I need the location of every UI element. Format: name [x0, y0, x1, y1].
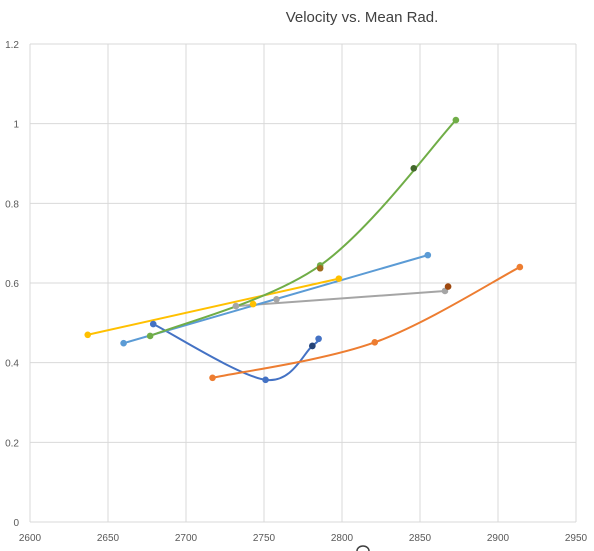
y-tick-label: 0.4: [5, 359, 19, 370]
data-point: [335, 275, 343, 282]
data-point: [452, 116, 460, 124]
series-line-4: [86, 277, 340, 336]
x-tick-label: 2750: [253, 533, 276, 544]
x-tick-label: 2900: [487, 533, 510, 544]
grid: [29, 43, 577, 523]
data-point: [209, 374, 216, 382]
x-tick-label: 2850: [409, 533, 432, 544]
data-point: [232, 302, 240, 310]
y-tick-label: 1.2: [5, 40, 19, 51]
y-tick-label: 0.2: [5, 438, 19, 449]
chart-title: Velocity vs. Mean Rad.: [286, 9, 439, 26]
data-point: [410, 164, 418, 172]
data-point: [309, 342, 316, 350]
x-axis-ticks: 2600 2650 2700 2750 2800 2850 2900 2950: [19, 533, 588, 544]
y-axis-ticks: 0 0.2 0.4 0.6 0.8 1 1.2: [5, 40, 19, 529]
x-tick-label: 2700: [175, 533, 198, 544]
data-point: [262, 376, 269, 384]
data-point: [146, 332, 154, 340]
y-tick-label: 0.8: [5, 199, 19, 210]
data-point: [315, 335, 322, 343]
x-tick-label: 2600: [19, 533, 42, 544]
x-tick-label: 2800: [331, 533, 354, 544]
y-tick-label: 1: [13, 120, 19, 131]
data-point: [273, 296, 280, 303]
series-line-3: [234, 289, 446, 308]
data-point: [149, 320, 157, 328]
data-point: [371, 339, 379, 346]
y-tick-label: 0: [13, 518, 19, 529]
clipped-xlabel-fragment: [356, 545, 370, 551]
data-point: [424, 251, 432, 259]
data-point: [444, 283, 452, 290]
series-markers: [84, 116, 524, 384]
data-point: [316, 264, 324, 272]
data-point: [120, 339, 127, 347]
x-tick-label: 2650: [97, 533, 120, 544]
data-point: [516, 263, 524, 271]
data-point: [249, 300, 257, 308]
y-tick-label: 0.6: [5, 279, 19, 290]
x-tick-label: 2950: [565, 533, 588, 544]
data-point: [84, 331, 92, 339]
